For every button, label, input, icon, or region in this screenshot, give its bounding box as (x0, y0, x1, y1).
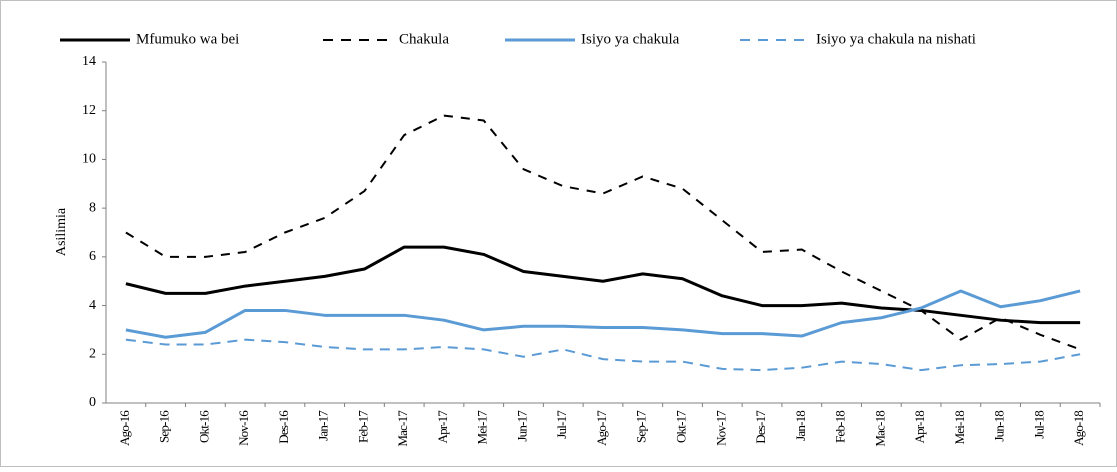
legend-label: Mfumuko wa bei (136, 31, 239, 47)
x-tick-label: Jun-17 (514, 410, 529, 442)
y-tick-label: 12 (82, 103, 96, 118)
y-tick-label: 2 (89, 347, 96, 362)
y-axis-label: Asilimia (54, 207, 69, 256)
legend-label: Isiyo ya chakula (581, 31, 680, 47)
x-tick-label: Mac-18 (872, 411, 887, 447)
x-tick-label: Feb-17 (355, 410, 370, 443)
x-tick-label: Apr-18 (912, 411, 927, 444)
y-tick-label: 14 (82, 54, 96, 69)
x-tick-label: Mei-18 (952, 411, 967, 445)
x-tick-label: Ago-16 (117, 410, 132, 446)
x-tick-label: Jan-18 (793, 411, 808, 441)
x-tick-label: Sep-17 (634, 410, 649, 443)
series-line (125, 114, 1081, 351)
y-tick-label: 4 (89, 298, 96, 313)
x-tick-label: Apr-17 (435, 410, 450, 444)
y-tick-label: 0 (89, 395, 96, 410)
x-tick-label: Jul-17 (554, 410, 569, 439)
x-tick-label: Feb-18 (833, 411, 848, 443)
x-tick-label: Jun-18 (992, 411, 1007, 442)
x-tick-label: Okt-17 (674, 410, 689, 443)
x-tick-label: Ago-17 (594, 410, 609, 446)
x-tick-label: Ago-18 (1071, 411, 1086, 446)
series-line (125, 338, 1081, 372)
x-tick-label: Mac-17 (395, 410, 410, 447)
x-tick-label: Okt-16 (196, 410, 211, 443)
y-tick-label: 8 (89, 200, 96, 215)
legend-label: Chakula (399, 31, 449, 47)
legend-label: Isiyo ya chakula na nishati (816, 31, 976, 47)
y-tick-label: 6 (89, 249, 96, 264)
x-tick-label: Jan-17 (316, 410, 331, 441)
x-tick-label: Sep-16 (157, 410, 172, 443)
y-tick-label: 10 (82, 152, 96, 167)
x-tick-label: Jul-18 (1031, 411, 1046, 439)
x-tick-label: Nov-16 (236, 410, 251, 446)
x-tick-label: Nov-17 (713, 410, 728, 446)
x-tick-label: Mei-17 (475, 410, 490, 445)
x-tick-label: Des-16 (276, 410, 291, 444)
x-tick-label: Des-17 (753, 410, 768, 444)
series-line (125, 289, 1081, 339)
